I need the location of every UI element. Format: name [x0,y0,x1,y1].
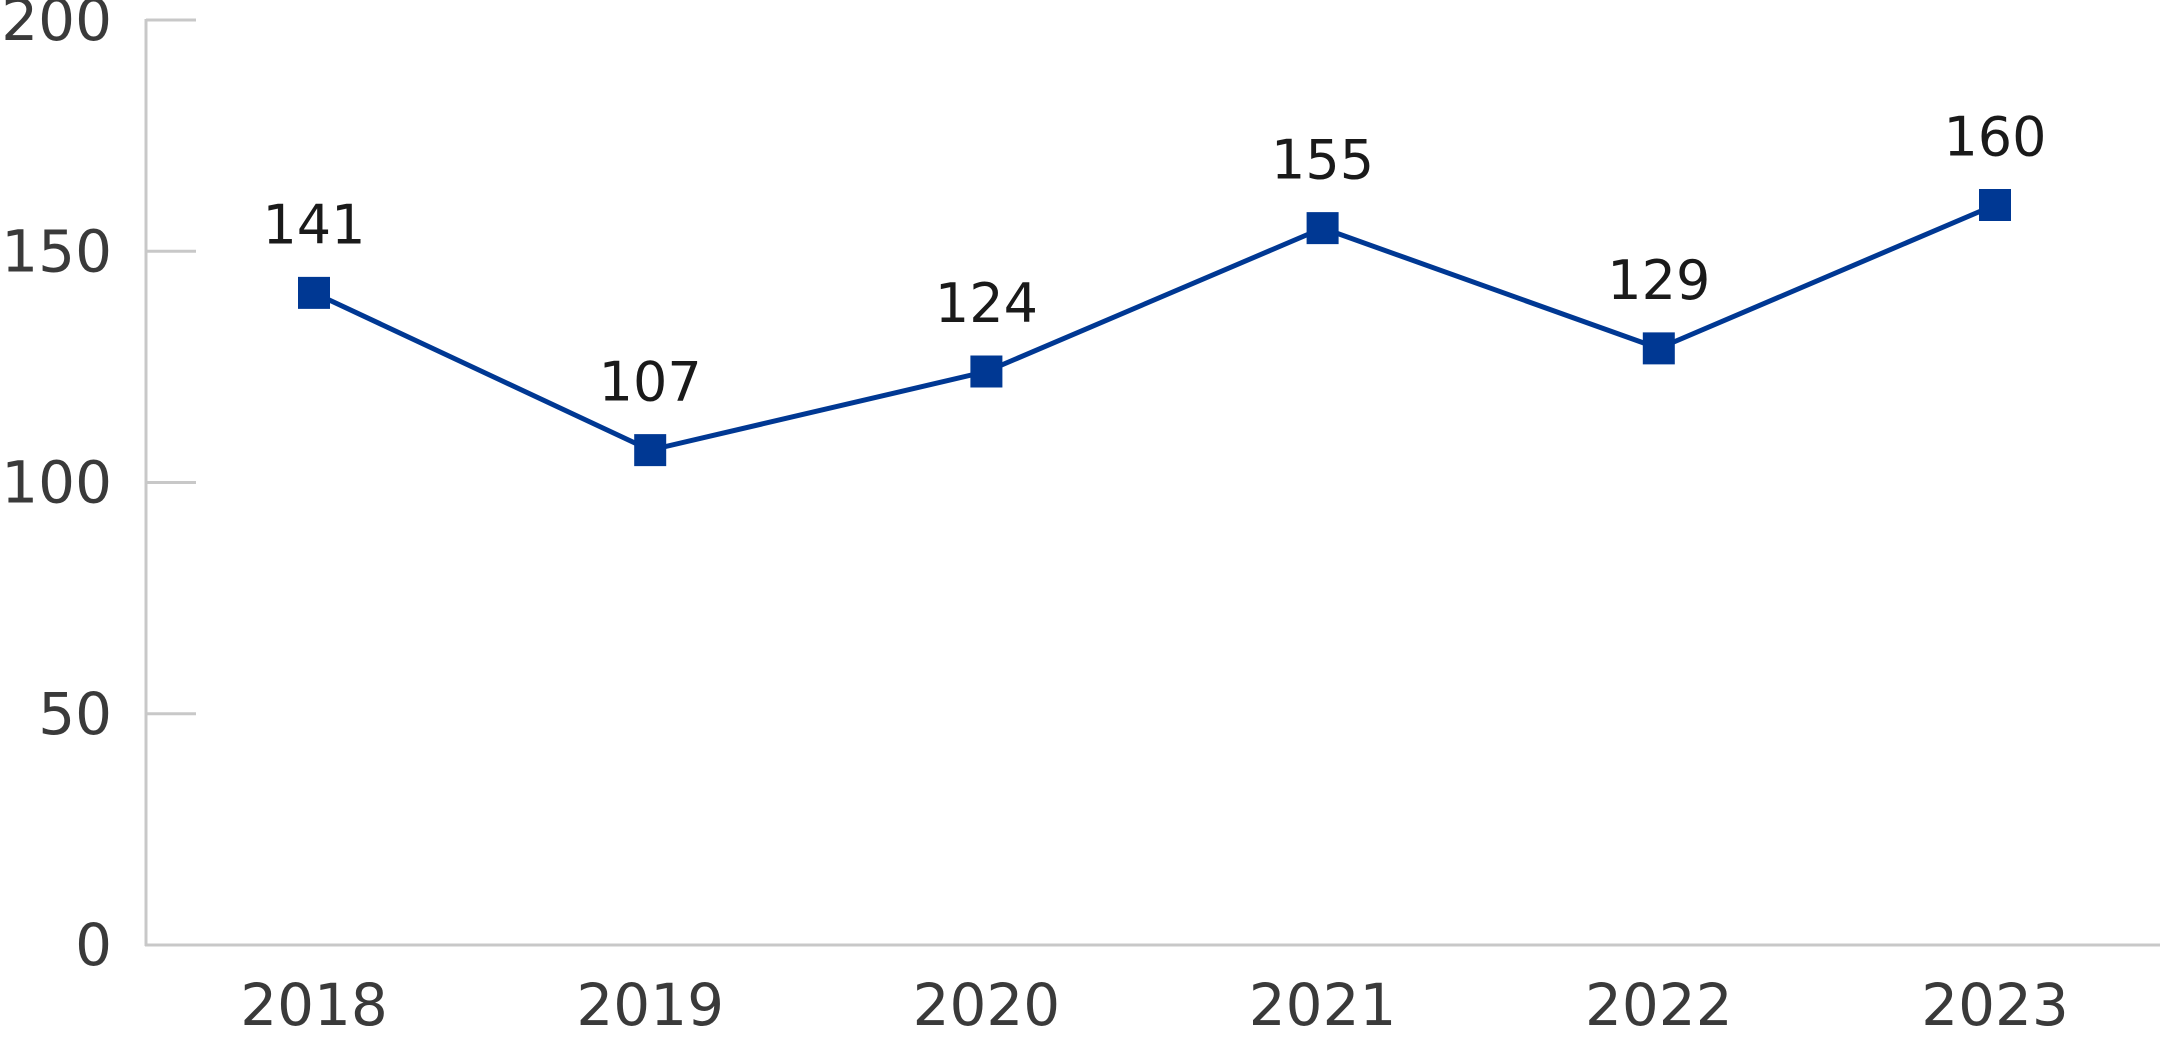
series-markers [298,189,2011,467]
x-tick-label: 2019 [576,971,724,1039]
chart-axes [144,19,2160,947]
data-label: 129 [1607,249,1710,312]
data-point-marker [1306,212,1339,245]
y-tick-label: 100 [1,449,112,517]
y-tick-label: 200 [1,0,112,54]
data-point-marker [1979,189,2011,221]
x-tick-label: 2023 [1921,971,2069,1039]
data-point-marker [1642,332,1675,365]
data-label: 160 [1943,106,2046,169]
x-tick-label: 2020 [913,971,1061,1039]
data-label: 124 [935,272,1038,335]
data-labels: 141 107 124 155 129 160 [262,106,2046,414]
data-label: 107 [599,351,702,414]
data-label: 155 [1271,129,1374,192]
x-axis-ticks: 2018 2019 2020 2021 2022 2023 [240,971,2069,1039]
data-point-marker [970,355,1003,388]
series-line [312,202,1996,453]
data-point-marker [298,276,330,309]
x-tick-label: 2018 [240,971,388,1039]
x-tick-label: 2021 [1249,971,1397,1039]
data-label: 141 [262,193,365,256]
y-axis-ticks: 0 50 100 150 200 [1,0,196,979]
y-tick-label: 0 [75,911,112,979]
y-tick-label: 50 [38,680,112,748]
y-tick-label: 150 [1,217,112,285]
x-tick-label: 2022 [1585,971,1733,1039]
series-line-group [312,202,1996,453]
data-point-marker [634,434,667,467]
